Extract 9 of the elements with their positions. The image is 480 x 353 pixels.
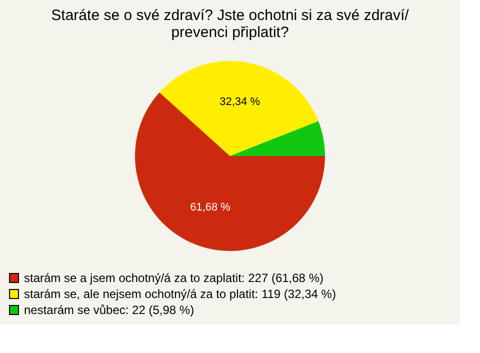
pie-slice [135,92,325,251]
data-label: 32,34 % [220,96,260,108]
chart-title: Staráte se o své zdraví? Jste ochotni si za své zdraví/ prevenci připlatit? [51,7,410,41]
pie-slice [230,121,325,156]
pie-slice [159,61,318,156]
legend-label: nestarám se vůbec: 22 (5,98 %) [24,303,194,317]
data-label: 61,68 % [190,201,231,214]
legend-label: starám se a jsem ochotný/á za to zaplatit: 227 (61,68 %) [24,271,324,285]
legend-label: starám se, ale nejsem ochotný/á za to platit: 119 (32,34 %) [24,287,336,301]
